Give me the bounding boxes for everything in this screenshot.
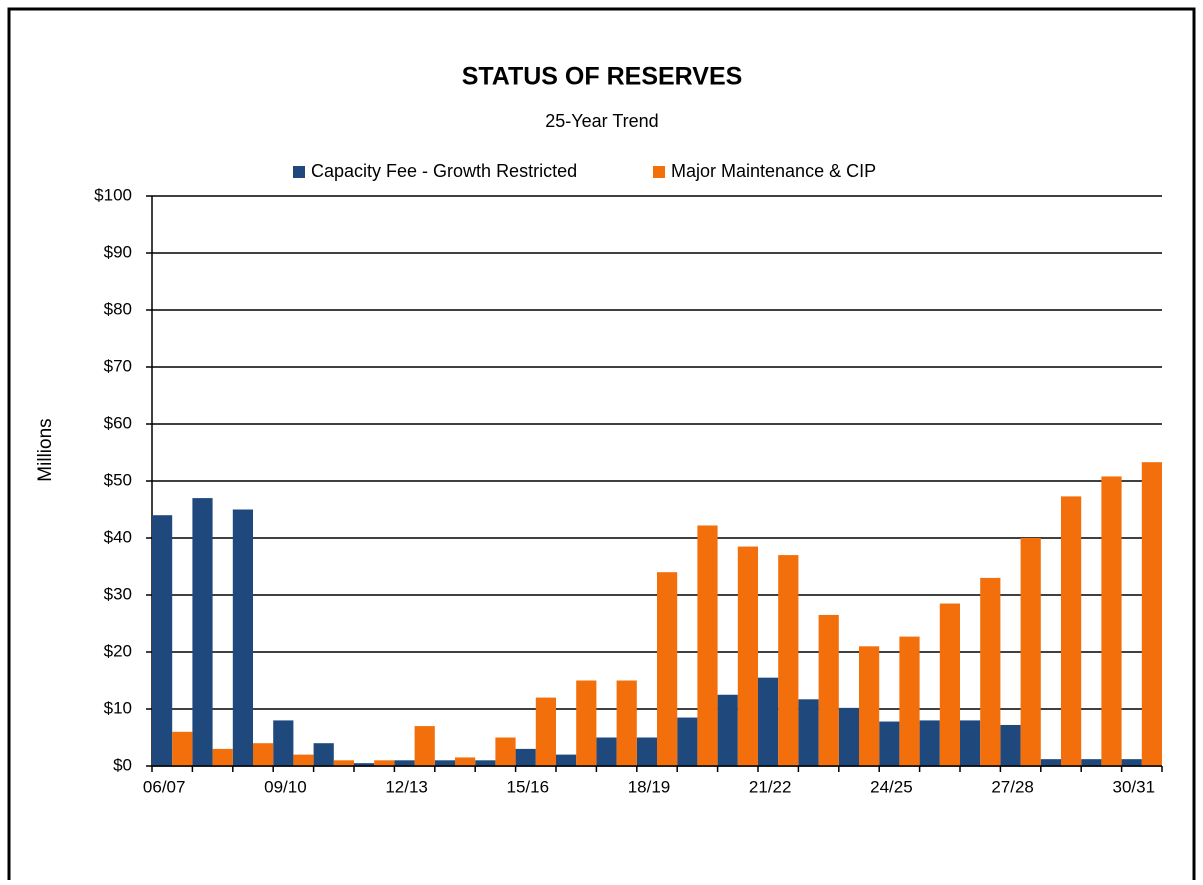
bar <box>576 680 597 766</box>
bar <box>758 677 779 766</box>
bar <box>1081 759 1102 766</box>
bar <box>697 525 718 766</box>
y-tick-label: $80 <box>104 299 132 318</box>
bar <box>434 760 455 766</box>
bar <box>616 680 637 766</box>
bar <box>596 737 617 766</box>
chart-title: STATUS OF RESERVES <box>462 63 743 91</box>
bar <box>293 754 314 766</box>
x-tick-label: 21/22 <box>749 777 792 796</box>
y-tick-label: $100 <box>94 185 132 204</box>
y-tick-label: $10 <box>104 698 132 717</box>
x-tick-label: 18/19 <box>628 777 671 796</box>
bar <box>172 731 193 766</box>
y-tick-label: $70 <box>104 356 132 375</box>
x-tick-label: 12/13 <box>385 777 428 796</box>
bar <box>313 743 334 766</box>
bar <box>394 760 415 766</box>
bar <box>152 515 173 766</box>
bar <box>798 699 819 766</box>
x-tick-label: 06/07 <box>143 777 186 796</box>
legend-label: Capacity Fee - Growth Restricted <box>311 161 577 181</box>
bar <box>1101 476 1122 766</box>
y-tick-label: $40 <box>104 527 132 546</box>
bar <box>556 754 577 766</box>
bar <box>939 603 960 766</box>
bar <box>253 743 274 766</box>
bar <box>232 509 253 766</box>
bar <box>838 707 859 766</box>
bar <box>475 760 496 766</box>
bar <box>980 577 1001 766</box>
x-tick-label: 15/16 <box>507 777 550 796</box>
frame <box>7 7 1196 885</box>
legend-label: Major Maintenance & CIP <box>671 161 876 181</box>
bar <box>495 737 516 766</box>
y-tick-label: $90 <box>104 242 132 261</box>
bar <box>899 636 920 766</box>
bar <box>778 555 799 766</box>
bar <box>535 697 556 766</box>
y-tick-label: $20 <box>104 641 132 660</box>
bar <box>636 737 657 766</box>
y-tick-label: $30 <box>104 584 132 603</box>
bar <box>374 760 395 766</box>
bar <box>192 498 213 766</box>
bar <box>818 614 839 766</box>
x-tick-label: 24/25 <box>870 777 913 796</box>
bar <box>414 726 435 766</box>
bar <box>879 721 900 766</box>
legend-swatch <box>653 166 665 178</box>
legend-swatch <box>293 166 305 178</box>
bar <box>212 748 233 766</box>
bar <box>1121 759 1142 766</box>
chart-subtitle: 25-Year Trend <box>545 111 658 131</box>
bar <box>919 720 940 766</box>
bar <box>515 748 536 766</box>
bar <box>657 572 678 766</box>
x-tick-label: 27/28 <box>991 777 1034 796</box>
bar <box>273 720 294 766</box>
bar <box>1000 724 1021 766</box>
bar <box>354 763 375 766</box>
bar <box>677 717 698 766</box>
y-tick-label: $60 <box>104 413 132 432</box>
x-tick-label: 09/10 <box>264 777 307 796</box>
bar <box>1141 462 1162 766</box>
bar <box>1040 759 1061 766</box>
bar <box>737 546 758 766</box>
bar <box>960 720 981 766</box>
y-tick-label: $50 <box>104 470 132 489</box>
y-axis-label: Millions <box>35 418 56 481</box>
bar <box>1020 538 1041 766</box>
bar <box>333 760 354 766</box>
bar <box>455 757 476 766</box>
x-tick-label: 30/31 <box>1113 777 1156 796</box>
bar <box>859 646 880 766</box>
bar <box>1061 496 1082 766</box>
y-tick-label: $0 <box>113 755 132 774</box>
bar <box>717 694 738 766</box>
